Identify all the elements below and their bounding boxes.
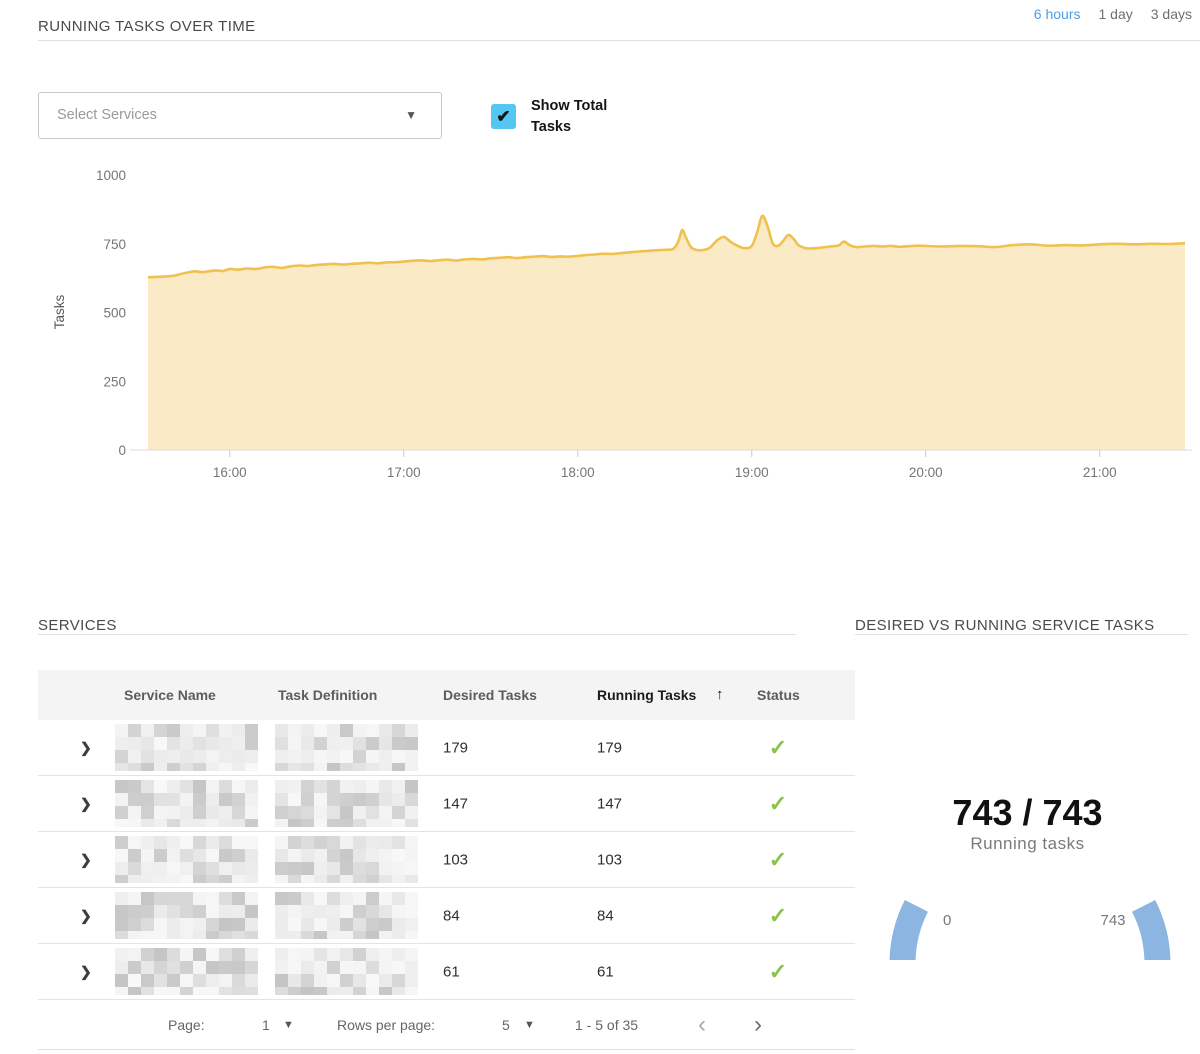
- desired-tasks-value: 147: [443, 795, 469, 812]
- x-tick-label: 16:00: [213, 465, 247, 480]
- gauge-divider: [855, 634, 1188, 635]
- show-total-tasks-label: Show Total Tasks: [531, 98, 608, 136]
- y-tick-label: 0: [118, 443, 126, 458]
- table-header: Service Name Task Definition Desired Tasks…: [38, 670, 855, 720]
- header-divider: [38, 40, 1200, 41]
- status-ok-icon: ✓: [768, 734, 788, 760]
- previous-page-icon[interactable]: ‹: [698, 1011, 706, 1038]
- services-select[interactable]: Select Services ▼: [38, 92, 442, 139]
- status-ok-icon: ✓: [768, 958, 788, 984]
- gauge-section-title: DESIRED VS RUNNING SERVICE TASKS: [855, 617, 1155, 635]
- page-title: RUNNING TASKS OVER TIME: [38, 18, 256, 36]
- desired-tasks-value: 179: [443, 739, 469, 756]
- x-tick-label: 18:00: [561, 465, 595, 480]
- column-header-status[interactable]: Status: [757, 687, 800, 703]
- gauge-max-label: 743: [1100, 912, 1125, 929]
- gauge-value: 743 / 743: [952, 792, 1103, 833]
- table-row: ❯ 179 179 ✓: [38, 720, 855, 775]
- desired-tasks-value: 103: [443, 851, 469, 868]
- row-expand-chevron-icon[interactable]: ❯: [80, 963, 92, 979]
- column-header-task-definition[interactable]: Task Definition: [278, 687, 378, 703]
- page-label: Page:: [168, 1017, 205, 1033]
- services-select-placeholder: Select Services: [57, 107, 157, 123]
- task-definition-redacted: [275, 724, 418, 771]
- status-ok-icon: ✓: [768, 846, 788, 872]
- row-expand-chevron-icon[interactable]: ❯: [80, 795, 92, 811]
- running-tasks-area-chart: 16:00 17:00 18:00 19:00 20:00 21:00 0 250 500 750…: [52, 168, 1192, 480]
- gauge-arc: [889, 900, 1171, 960]
- x-tick-label: 21:00: [1083, 465, 1117, 480]
- table-row: ❯ 84 84 ✓: [38, 887, 855, 943]
- page-dropdown-caret-icon[interactable]: ▼: [283, 1019, 294, 1031]
- column-header-service-name[interactable]: Service Name: [124, 687, 216, 703]
- task-definition-redacted: [275, 948, 418, 995]
- pagination-bar: Page: 1 ▼ Rows per page: 5 ▼ 1 - 5 of 35…: [38, 1005, 855, 1050]
- row-expand-chevron-icon[interactable]: ❯: [80, 907, 92, 923]
- column-header-running-tasks[interactable]: Running Tasks: [597, 687, 697, 703]
- y-tick-label: 250: [103, 374, 126, 389]
- x-tick-label: 19:00: [735, 465, 769, 480]
- services-divider: [38, 634, 796, 635]
- row-expand-chevron-icon[interactable]: ❯: [80, 851, 92, 867]
- gauge-caption: Running tasks: [970, 834, 1085, 853]
- service-name-redacted: [115, 948, 267, 995]
- y-tick-label: 750: [103, 237, 126, 252]
- task-definition-redacted: [275, 892, 418, 939]
- gauge-min-label: 0: [943, 912, 951, 929]
- services-table-body: ❯ 179 179 ✓ ❯ 147 147 ✓ ❯ 103 103 ✓ ❯ 84 84 ✓ ❯ 61 61 ✓: [38, 720, 855, 1000]
- y-axis-label: Tasks: [52, 294, 67, 329]
- task-definition-redacted: [275, 836, 418, 883]
- column-header-desired-tasks[interactable]: Desired Tasks: [443, 687, 537, 703]
- time-range-3-days[interactable]: 3 days: [1150, 6, 1192, 22]
- sort-ascending-icon[interactable]: ↑: [716, 686, 724, 703]
- running-tasks-value: 61: [597, 963, 614, 980]
- time-range-1-day[interactable]: 1 day: [1098, 6, 1133, 22]
- x-tick-label: 17:00: [387, 465, 421, 480]
- rows-per-page-label: Rows per page:: [337, 1017, 436, 1033]
- services-section-title: SERVICES: [38, 617, 117, 635]
- y-tick-label: 500: [103, 306, 126, 321]
- status-ok-icon: ✓: [768, 790, 788, 816]
- desired-tasks-value: 61: [443, 963, 460, 980]
- chevron-down-icon: ▼: [405, 108, 417, 122]
- status-ok-icon: ✓: [768, 902, 788, 928]
- next-page-icon[interactable]: ›: [754, 1011, 762, 1038]
- area-line: [147, 214, 1186, 279]
- table-row: ❯ 61 61 ✓: [38, 943, 855, 999]
- running-tasks-value: 147: [597, 795, 623, 812]
- running-tasks-value: 103: [597, 851, 623, 868]
- x-tick-label: 20:00: [909, 465, 943, 480]
- row-expand-chevron-icon[interactable]: ❯: [80, 739, 92, 755]
- rows-dropdown-caret-icon[interactable]: ▼: [524, 1019, 535, 1031]
- service-name-redacted: [115, 724, 267, 771]
- pagination-range: 1 - 5 of 35: [575, 1017, 639, 1033]
- rows-per-page-value[interactable]: 5: [502, 1017, 510, 1033]
- running-tasks-value: 179: [597, 739, 623, 756]
- page-value[interactable]: 1: [262, 1017, 270, 1033]
- service-name-redacted: [115, 780, 267, 827]
- time-range-6-hours[interactable]: 6 hours: [1033, 6, 1081, 22]
- table-row: ❯ 147 147 ✓: [38, 775, 855, 831]
- running-tasks-value: 84: [597, 907, 614, 924]
- table-row: ❯ 103 103 ✓: [38, 831, 855, 887]
- service-name-redacted: [115, 836, 267, 883]
- service-name-redacted: [115, 892, 267, 939]
- desired-tasks-value: 84: [443, 907, 460, 924]
- area-fill: [148, 215, 1185, 450]
- time-range-selector: 6 hours 1 day 3 days: [1016, 6, 1192, 22]
- y-tick-label: 1000: [96, 168, 126, 183]
- checkmark-icon: ✔: [496, 107, 511, 126]
- show-total-tasks-checkbox[interactable]: ✔: [491, 104, 516, 129]
- task-definition-redacted: [275, 780, 418, 827]
